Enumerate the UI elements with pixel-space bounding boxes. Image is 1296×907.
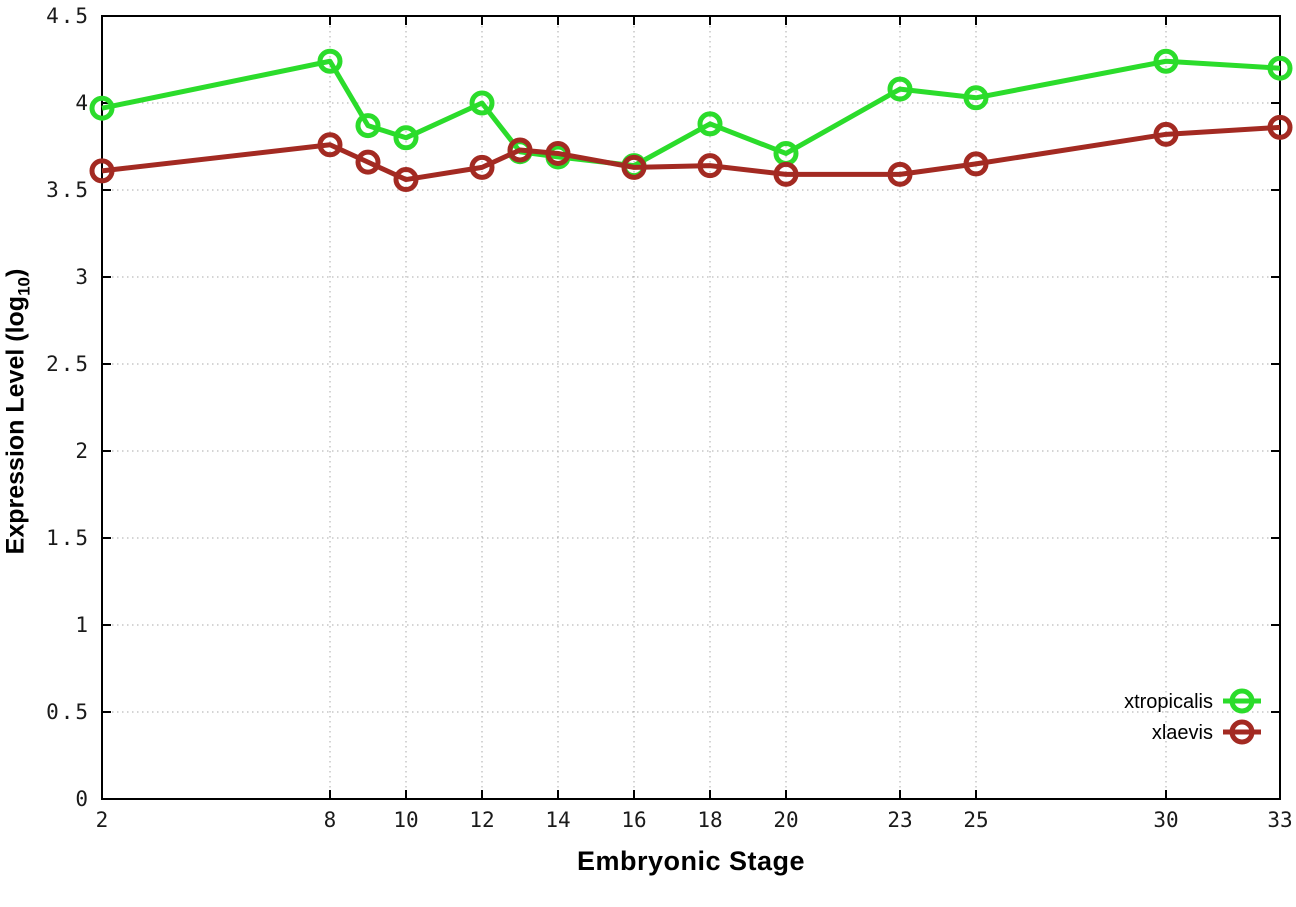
x-tick-label: 10 [393, 808, 418, 832]
legend-label-xtropicalis: xtropicalis [1124, 691, 1213, 713]
legend-marker-xlaevis [1229, 719, 1255, 745]
plot-border [101, 15, 1281, 800]
x-tick-label: 12 [469, 808, 494, 832]
data-point-xtropicalis [887, 76, 913, 102]
data-point-xtropicalis [469, 90, 495, 116]
data-point-xtropicalis [963, 85, 989, 111]
x-tick-label: 30 [1153, 808, 1178, 832]
data-point-xlaevis [355, 149, 381, 175]
series-line-xlaevis [101, 124, 1281, 183]
x-tick-label: 33 [1267, 808, 1292, 832]
x-tick-label: 16 [621, 808, 646, 832]
y-tick-label: 3.5 [46, 178, 90, 202]
data-point-xtropicalis [1153, 48, 1179, 74]
x-tick-label: 2 [96, 808, 109, 832]
legend-marker-xtropicalis [1229, 688, 1255, 714]
legend-label-xlaevis: xlaevis [1152, 722, 1213, 744]
x-tick-label: 18 [697, 808, 722, 832]
data-point-xlaevis [545, 140, 571, 166]
data-point-xtropicalis [317, 48, 343, 74]
data-point-xtropicalis [1267, 55, 1293, 81]
data-point-xlaevis [887, 161, 913, 187]
data-point-xlaevis [89, 158, 115, 184]
data-point-xlaevis [469, 154, 495, 180]
y-tick-label: 2 [75, 439, 90, 463]
x-axis-title: Embryonic Stage [576, 846, 806, 876]
y-tick-label: 3 [75, 265, 90, 289]
y-tick-label: 2.5 [46, 352, 90, 376]
x-tick-label: 25 [963, 808, 988, 832]
y-axis-title-subscript: 10 [14, 277, 34, 296]
data-point-xlaevis [507, 137, 533, 163]
data-point-xlaevis [697, 153, 723, 179]
data-point-xtropicalis [697, 111, 723, 137]
x-tick-label: 20 [773, 808, 798, 832]
y-axis-title: Expression Level (log10) [2, 12, 35, 812]
y-tick-label: 1.5 [46, 526, 90, 550]
data-point-xlaevis [393, 167, 419, 193]
data-point-xtropicalis [355, 113, 381, 139]
data-point-xlaevis [963, 151, 989, 177]
y-tick-label: 0.5 [46, 700, 90, 724]
x-tick-label: 14 [545, 808, 570, 832]
x-tick-label: 8 [324, 808, 337, 832]
y-tick-label: 0 [75, 787, 90, 811]
y-tick-label: 1 [75, 613, 90, 637]
data-point-xlaevis [773, 161, 799, 187]
data-point-xlaevis [1267, 114, 1293, 140]
y-tick-label: 4 [75, 91, 90, 115]
y-axis-title-close: ) [1, 268, 30, 277]
y-axis-title-text: Expression Level (log [1, 295, 30, 555]
y-tick-label: 4.5 [46, 4, 90, 28]
data-point-xlaevis [1153, 121, 1179, 147]
data-point-xlaevis [317, 132, 343, 158]
data-point-xtropicalis [393, 125, 419, 151]
x-tick-label: 23 [887, 808, 912, 832]
data-point-xtropicalis [89, 95, 115, 121]
data-point-xlaevis [621, 154, 647, 180]
